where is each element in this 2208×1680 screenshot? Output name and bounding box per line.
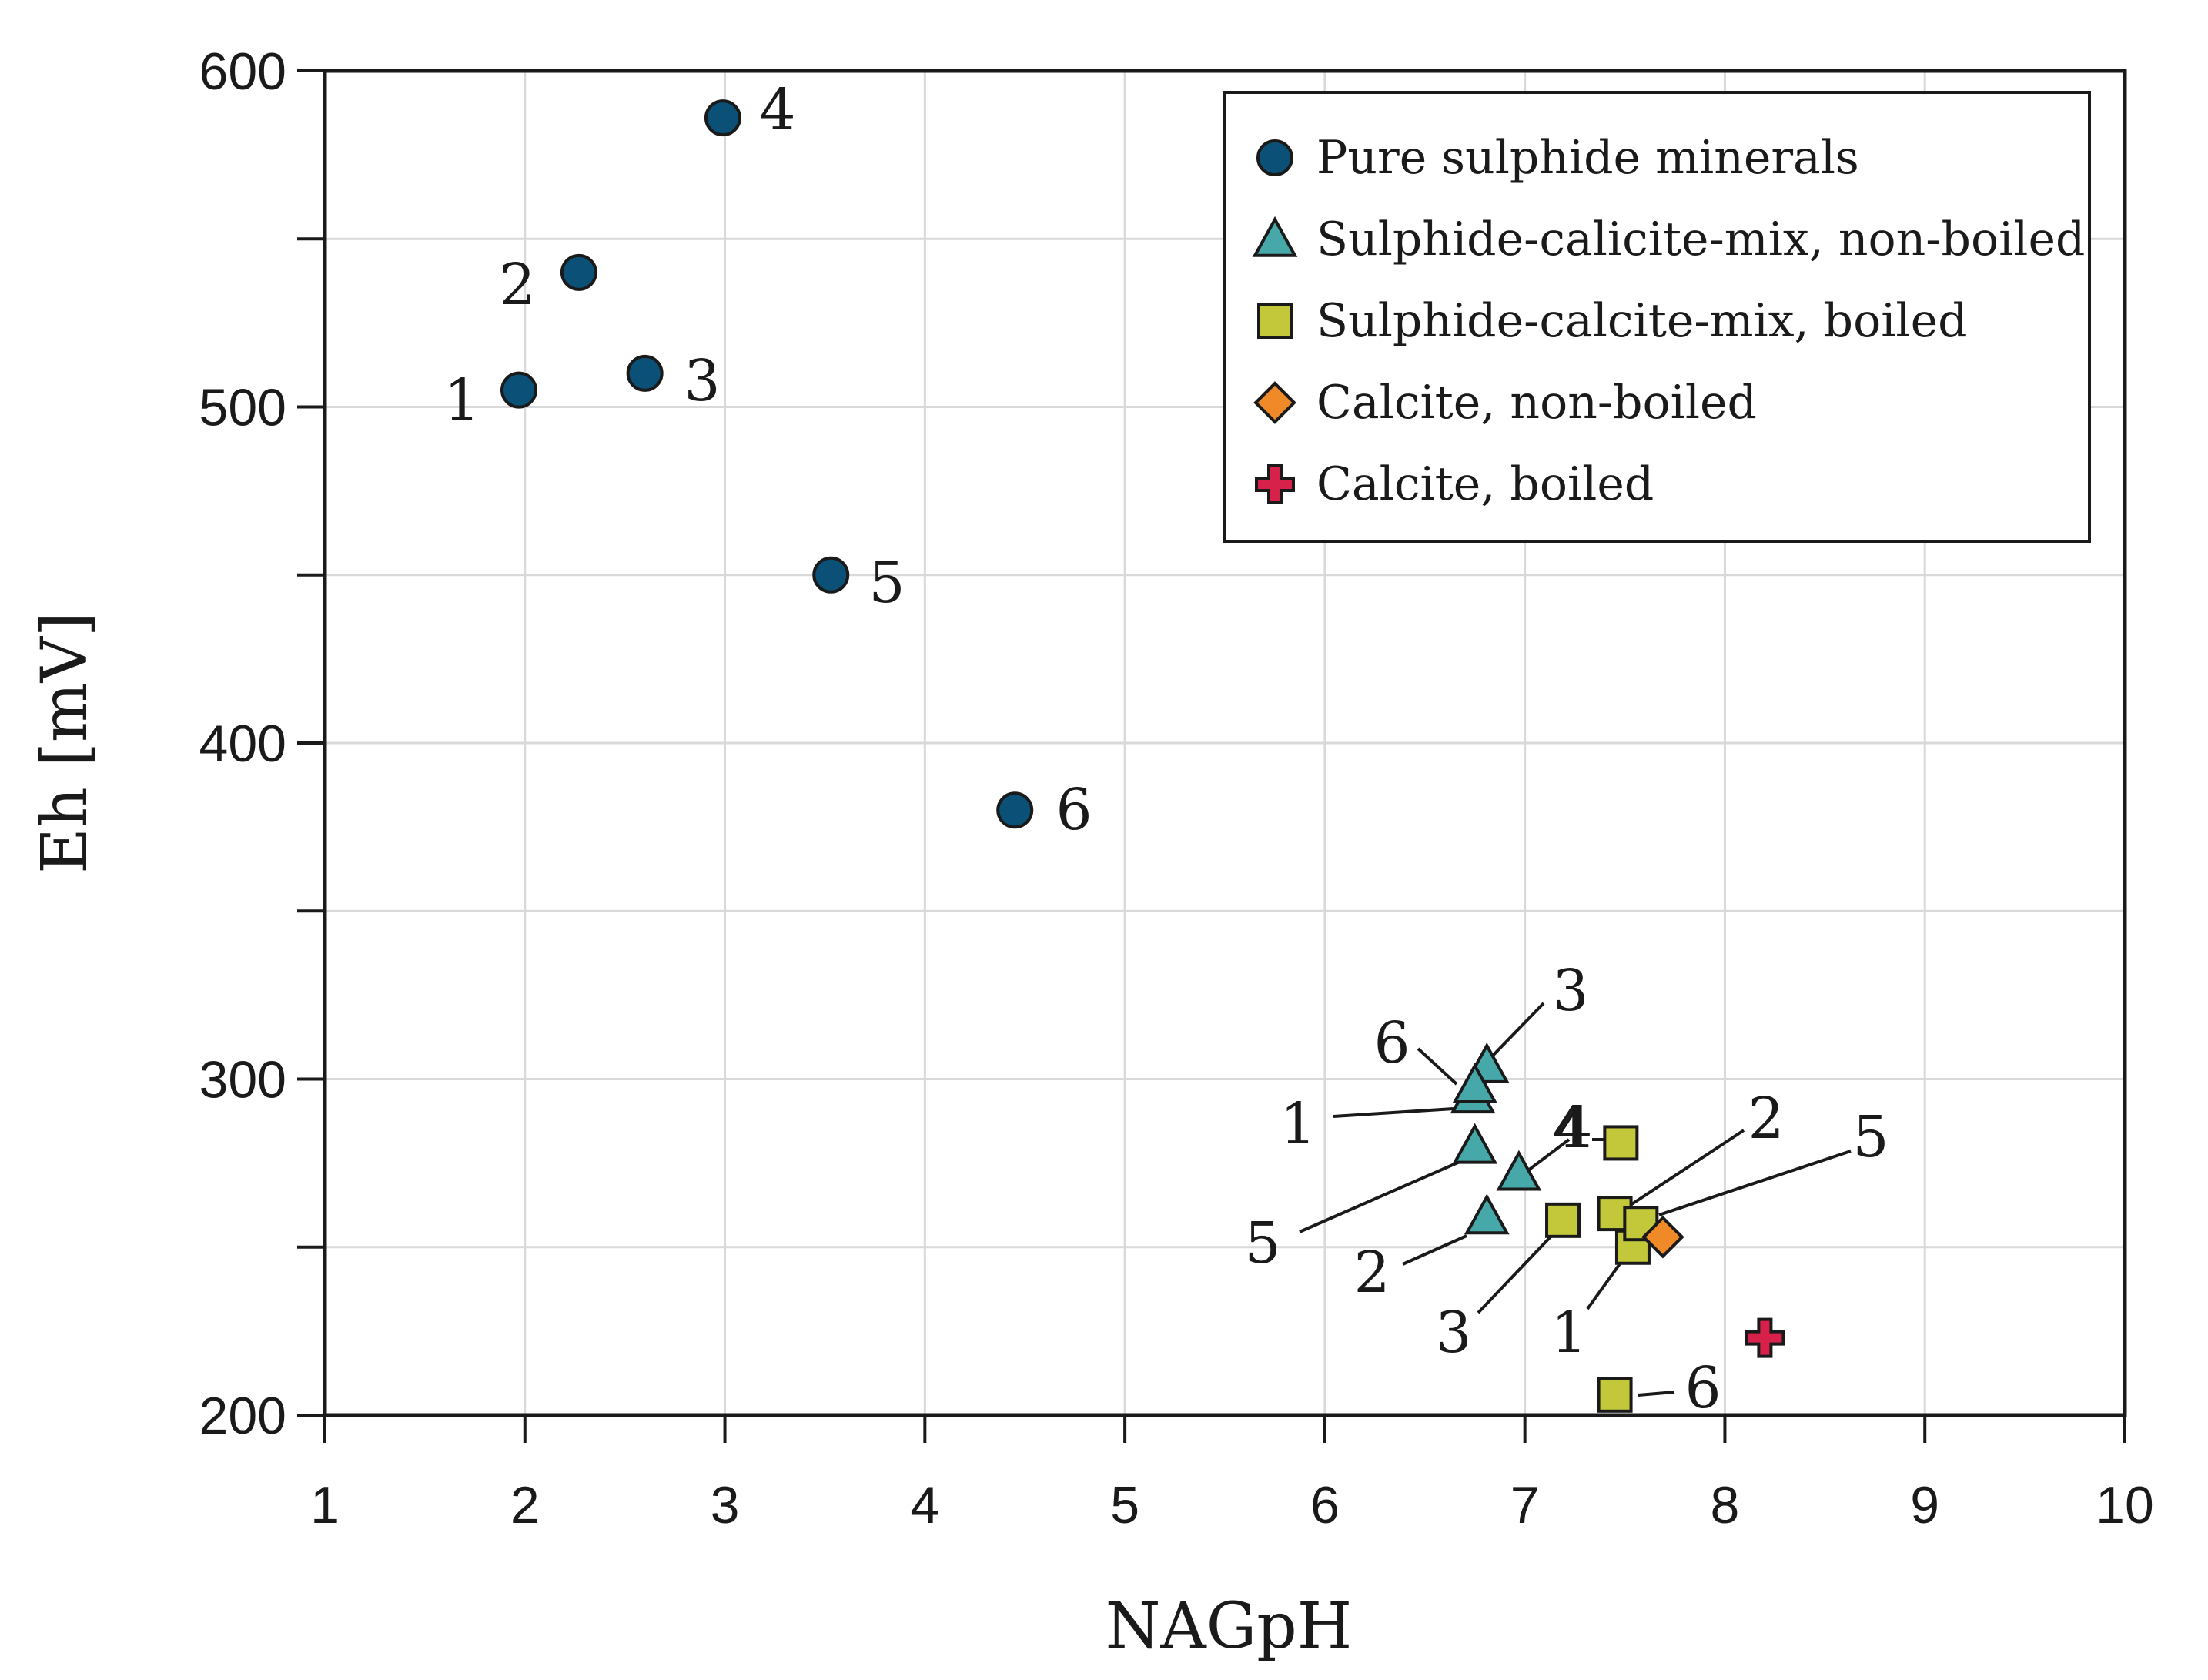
legend: Pure sulphide minerals Sulphide-calicite-… — [1223, 91, 2091, 543]
y-tick-label: 600 — [199, 42, 286, 101]
x-axis-title: NAGpH — [1106, 1590, 1352, 1663]
y-tick-label: 400 — [199, 715, 286, 773]
point-label: 4 — [1552, 1095, 1588, 1161]
point-label: 5 — [1852, 1104, 1889, 1170]
legend-label: Sulphide-calicite-mix, non-boiled — [1316, 213, 2085, 266]
legend-triangle-icon — [1252, 216, 1298, 257]
leader-line — [1299, 1157, 1467, 1233]
y-tick-label: 300 — [199, 1051, 286, 1109]
triangle-marker — [1452, 1063, 1498, 1104]
circle-marker — [500, 371, 537, 409]
leader-layer — [1299, 1002, 1852, 1397]
leader-line — [1658, 1150, 1852, 1216]
leader-line — [1402, 1234, 1467, 1266]
square-marker — [1603, 1125, 1639, 1161]
legend-diamond-icon — [1253, 381, 1296, 424]
leader-line — [1638, 1391, 1675, 1397]
legend-square-icon — [1257, 303, 1293, 339]
legend-items: Pure sulphide minerals Sulphide-calicite-… — [1252, 131, 2085, 511]
circle-marker — [812, 556, 850, 594]
square-marker — [1597, 1377, 1633, 1413]
x-tick-label: 9 — [1910, 1476, 1939, 1534]
circle-marker — [626, 354, 664, 392]
point-label: 4 — [1556, 1095, 1592, 1161]
x-tick-label: 2 — [510, 1476, 540, 1534]
leader-line — [1629, 1129, 1745, 1206]
legend-label: Pure sulphide minerals — [1316, 131, 1859, 185]
square-marker — [1545, 1202, 1581, 1238]
point-label: 4 — [759, 77, 795, 143]
x-tick-label: 10 — [2096, 1476, 2154, 1534]
x-tick-label: 7 — [1510, 1476, 1540, 1534]
x-tick-label: 1 — [310, 1476, 340, 1534]
point-label: 5 — [868, 550, 905, 616]
x-tick-label: 6 — [1310, 1476, 1340, 1534]
y-tick-label: 500 — [199, 379, 286, 437]
plus-marker — [1745, 1317, 1785, 1358]
leader-line — [1527, 1138, 1571, 1172]
point-label: 2 — [1748, 1086, 1784, 1152]
triangle-marker — [1464, 1193, 1510, 1235]
point-label: 1 — [1551, 1300, 1587, 1366]
point-label: 1 — [443, 367, 480, 433]
legend-label: Sulphide-calcite-mix, boiled — [1316, 294, 1968, 348]
circle-marker — [704, 99, 741, 137]
x-tick-label: 4 — [910, 1476, 939, 1534]
diamond-marker — [1641, 1215, 1684, 1259]
circle-marker — [996, 791, 1034, 829]
legend-box — [1223, 91, 2091, 543]
legend-label: Calcite, boiled — [1316, 457, 1654, 511]
point-label: 2 — [499, 252, 535, 318]
legend-plus-icon — [1255, 464, 1295, 504]
legend-label: Calcite, non-boiled — [1316, 376, 1757, 430]
point-label: 3 — [684, 348, 720, 414]
point-label: 6 — [1684, 1355, 1721, 1421]
y-axis-title: Eh [mV] — [28, 612, 102, 874]
x-tick-label: 5 — [1110, 1476, 1139, 1534]
leader-line — [1477, 1229, 1558, 1314]
x-tick-label: 3 — [711, 1476, 740, 1534]
mark-layer — [500, 99, 1785, 1413]
point-label: 1 — [1280, 1091, 1316, 1157]
leader-line — [1417, 1047, 1458, 1086]
leader-line — [1333, 1107, 1454, 1118]
x-tick-label: 8 — [1711, 1476, 1740, 1534]
point-label: 3 — [1552, 958, 1588, 1024]
point-label: 2 — [1353, 1240, 1390, 1306]
point-label: 6 — [1055, 777, 1092, 843]
legend-circle-icon — [1256, 139, 1293, 176]
triangle-marker — [1452, 1123, 1498, 1164]
circle-marker — [560, 253, 597, 291]
leader-line — [1492, 1002, 1545, 1056]
triangle-marker — [1496, 1150, 1542, 1191]
point-label: 3 — [1435, 1300, 1471, 1366]
point-label: 6 — [1373, 1010, 1410, 1076]
point-label: 5 — [1244, 1210, 1280, 1277]
y-tick-label: 200 — [199, 1387, 286, 1445]
